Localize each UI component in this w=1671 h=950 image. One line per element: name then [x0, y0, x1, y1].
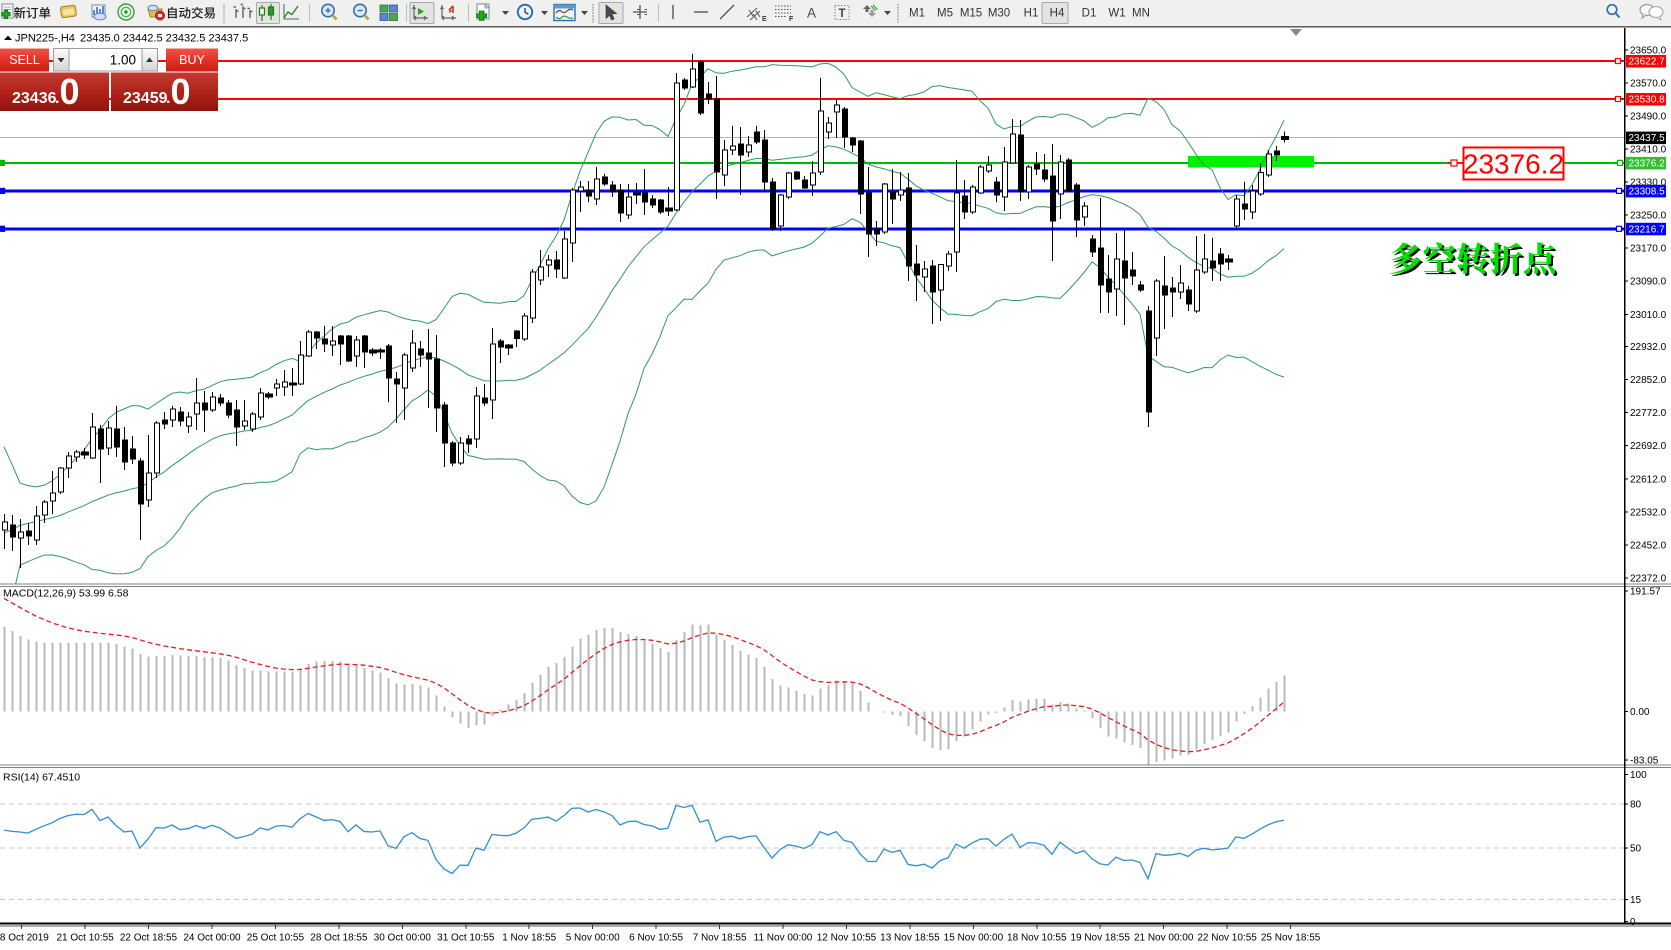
svg-text:H4: H4: [1050, 8, 1065, 20]
svg-text:25 Nov 18:55: 25 Nov 18:55: [1261, 933, 1321, 944]
svg-text:50: 50: [1630, 843, 1642, 854]
svg-text:W1: W1: [1108, 8, 1125, 20]
svg-text:12 Nov 10:55: 12 Nov 10:55: [817, 933, 877, 944]
svg-text:24 Oct 00:00: 24 Oct 00:00: [183, 933, 241, 944]
svg-text:11 Nov 00:00: 11 Nov 00:00: [754, 933, 813, 944]
svg-text:D1: D1: [1082, 8, 1097, 20]
svg-text:19 Nov 18:55: 19 Nov 18:55: [1070, 933, 1130, 944]
svg-text:18 Nov 10:55: 18 Nov 10:55: [1007, 933, 1067, 944]
svg-text:0: 0: [1630, 917, 1636, 928]
svg-text:22692.0: 22692.0: [1630, 441, 1667, 452]
svg-text:23376.2: 23376.2: [1463, 149, 1564, 180]
svg-text:M15: M15: [960, 8, 982, 20]
svg-text:6 Nov 10:55: 6 Nov 10:55: [629, 933, 683, 944]
svg-text:E: E: [762, 16, 767, 23]
svg-text:22612.0: 22612.0: [1630, 474, 1667, 485]
svg-text:22532.0: 22532.0: [1630, 507, 1667, 518]
svg-text:0.00: 0.00: [1630, 707, 1650, 718]
svg-text:RSI(14) 67.4510: RSI(14) 67.4510: [3, 772, 80, 784]
svg-text:23622.7: 23622.7: [1629, 57, 1666, 68]
svg-text:22 Oct 18:55: 22 Oct 18:55: [120, 933, 178, 944]
svg-text:H1: H1: [1024, 8, 1039, 20]
svg-text:5 Nov 00:00: 5 Nov 00:00: [566, 933, 620, 944]
svg-text:23410.0: 23410.0: [1630, 144, 1667, 155]
svg-text:22452.0: 22452.0: [1630, 540, 1667, 551]
svg-text:-83.05: -83.05: [1630, 756, 1659, 767]
svg-text:A: A: [807, 6, 816, 21]
svg-text:22852.0: 22852.0: [1630, 375, 1667, 386]
svg-text:23376.2: 23376.2: [1629, 158, 1666, 169]
svg-text:21 Oct 10:55: 21 Oct 10:55: [56, 933, 114, 944]
svg-text:1 Nov 18:55: 1 Nov 18:55: [502, 933, 556, 944]
svg-text:23010.0: 23010.0: [1630, 310, 1667, 321]
svg-text:.: .: [55, 90, 59, 107]
svg-text:M1: M1: [909, 8, 925, 20]
svg-text:23170.0: 23170.0: [1630, 244, 1667, 255]
svg-text:15: 15: [1630, 895, 1642, 906]
svg-text:F: F: [789, 16, 794, 23]
svg-text:23090.0: 23090.0: [1630, 277, 1667, 288]
svg-text:23436: 23436: [12, 90, 57, 107]
svg-text:22372.0: 22372.0: [1630, 573, 1667, 584]
svg-text:23530.8: 23530.8: [1629, 95, 1666, 106]
svg-text:21 Nov 00:00: 21 Nov 00:00: [1134, 933, 1194, 944]
svg-text:15 Nov 00:00: 15 Nov 00:00: [944, 933, 1004, 944]
svg-text:23570.0: 23570.0: [1630, 78, 1667, 89]
svg-text:23459: 23459: [123, 90, 168, 107]
svg-text:31 Oct 10:55: 31 Oct 10:55: [437, 933, 495, 944]
svg-text:0: 0: [171, 71, 191, 112]
svg-text:23437.5: 23437.5: [1629, 133, 1666, 144]
svg-text:100: 100: [1630, 770, 1647, 781]
svg-text:23250.0: 23250.0: [1630, 211, 1667, 222]
svg-text:M30: M30: [988, 8, 1010, 20]
svg-text:SELL: SELL: [9, 53, 40, 67]
svg-text:0: 0: [60, 71, 80, 112]
svg-text:13 Nov 18:55: 13 Nov 18:55: [880, 933, 940, 944]
svg-text:M5: M5: [937, 8, 953, 20]
svg-text:22932.0: 22932.0: [1630, 342, 1667, 353]
svg-text:23216.7: 23216.7: [1629, 224, 1666, 235]
svg-text:191.57: 191.57: [1630, 587, 1661, 598]
svg-text:23308.5: 23308.5: [1629, 186, 1666, 197]
svg-text:30 Oct 00:00: 30 Oct 00:00: [374, 933, 432, 944]
svg-text:1.00: 1.00: [110, 53, 136, 68]
svg-text:MN: MN: [1132, 8, 1150, 20]
svg-text:BUY: BUY: [179, 53, 205, 67]
svg-text:25 Oct 10:55: 25 Oct 10:55: [247, 933, 305, 944]
svg-text:23435.0 23442.5 23432.5 23437.: 23435.0 23442.5 23432.5 23437.5: [80, 33, 248, 45]
svg-text:23330.0: 23330.0: [1630, 178, 1667, 189]
svg-text:T: T: [839, 8, 846, 20]
svg-text:80: 80: [1630, 799, 1642, 810]
svg-text:23650.0: 23650.0: [1630, 45, 1667, 56]
svg-text:22 Nov 10:55: 22 Nov 10:55: [1197, 933, 1257, 944]
svg-text:28 Oct 18:55: 28 Oct 18:55: [310, 933, 368, 944]
svg-text:MACD(12,26,9) 53.99 6.58: MACD(12,26,9) 53.99 6.58: [3, 588, 129, 600]
svg-text:23490.0: 23490.0: [1630, 111, 1667, 122]
svg-text:JPN225-,H4: JPN225-,H4: [15, 33, 75, 45]
svg-text:22772.0: 22772.0: [1630, 408, 1667, 419]
svg-text:18 Oct 2019: 18 Oct 2019: [0, 933, 49, 944]
svg-text:.: .: [166, 90, 170, 107]
svg-text:7 Nov 18:55: 7 Nov 18:55: [693, 933, 747, 944]
